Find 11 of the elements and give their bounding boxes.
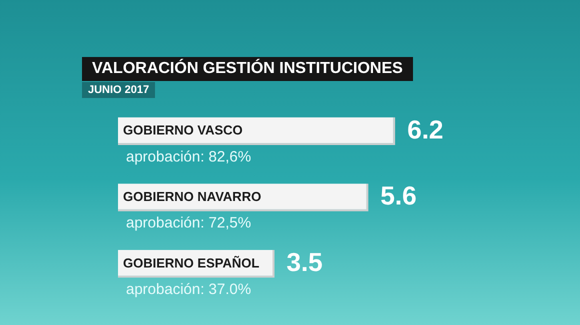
chart-title: VALORACIÓN GESTIÓN INSTITUCIONES [82, 57, 413, 81]
data-label: 3.5 [286, 247, 323, 278]
annotation: aprobación: 37.0% [126, 280, 252, 298]
y-tick-label: GOBIERNO ESPAÑOL [123, 255, 260, 270]
chart-subtitle: JUNIO 2017 [82, 82, 156, 98]
annotation: aprobación: 72,5% [126, 214, 252, 232]
data-label: 6.2 [407, 114, 444, 144]
annotation: aprobación: 82,6% [126, 148, 252, 166]
data-label: 5.6 [380, 180, 417, 211]
y-tick-label: GOBIERNO NAVARRO [123, 189, 262, 204]
y-tick-label: GOBIERNO VASCO [123, 122, 243, 138]
